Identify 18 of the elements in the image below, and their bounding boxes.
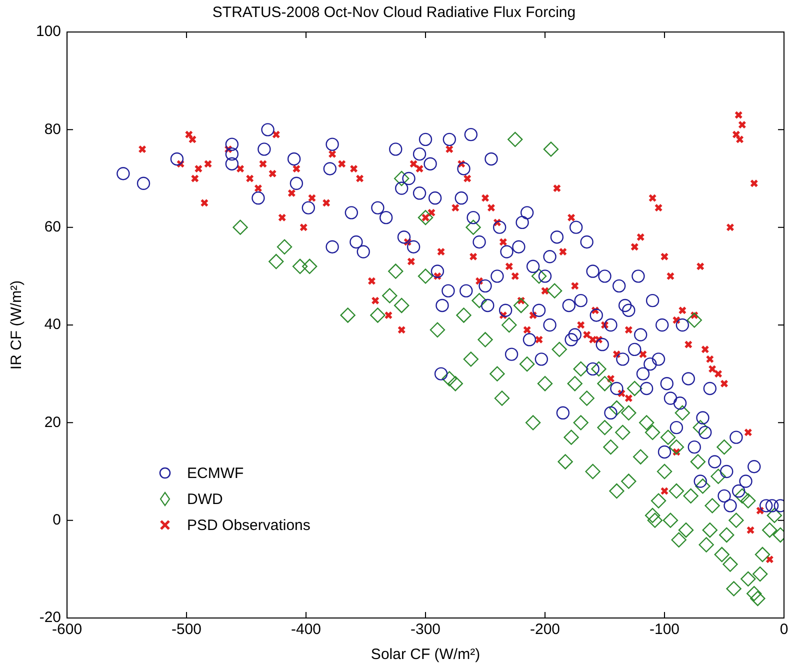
y-tick-label: 60 (44, 218, 62, 236)
x-tick-label: -100 (649, 621, 680, 638)
y-tick-label: 20 (44, 414, 62, 431)
legend-label: ECMWF (187, 464, 244, 482)
x-tick-label: -400 (291, 621, 322, 638)
x-tick-label: -500 (172, 621, 202, 638)
legend-label: PSD Observations (187, 516, 310, 534)
y-tick-label: 100 (36, 23, 62, 40)
chart-title: STRATUS-2008 Oct-Nov Cloud Radiative Flux Forcing (212, 4, 576, 22)
y-tick-label: 80 (44, 120, 62, 138)
x-tick-label: -200 (530, 621, 560, 638)
y-tick-label: 40 (44, 316, 62, 334)
legend-label: DWD (187, 490, 223, 508)
y-tick-label: 0 (52, 511, 62, 528)
x-tick-label: 0 (780, 621, 788, 638)
x-axis-title: Solar CF (W/m²) (370, 646, 480, 664)
x-tick-label: -300 (410, 621, 441, 638)
y-axis-title: IR CF (W/m²) (8, 280, 26, 370)
